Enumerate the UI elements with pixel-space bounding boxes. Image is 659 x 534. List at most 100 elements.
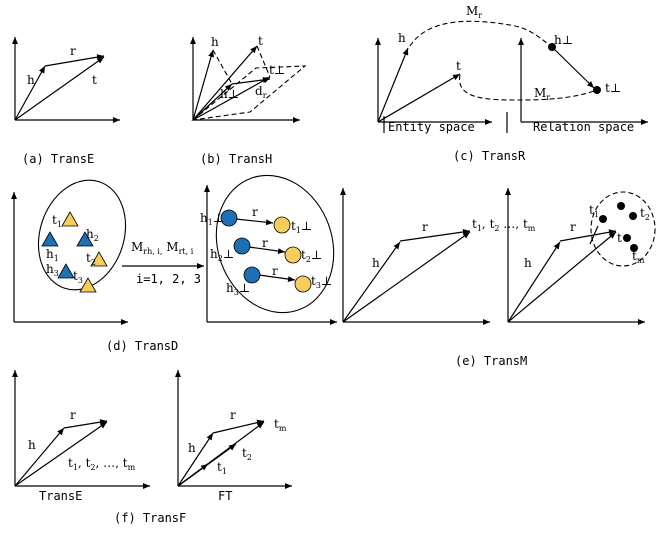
- label-h3-perp: h3⊥: [226, 281, 250, 297]
- vector-h-right: [177, 432, 214, 487]
- tail-point-2: [617, 202, 625, 210]
- label-h-left: h: [28, 438, 36, 452]
- label-h3: h3: [46, 262, 59, 278]
- label-h1: h1: [46, 247, 59, 263]
- label-h: h: [398, 31, 406, 45]
- title-transe: TransE: [39, 489, 82, 503]
- mapping-h: [409, 20, 553, 48]
- caption-f: (f) TransF: [114, 511, 186, 525]
- panel-b-transh: h t t⊥ h⊥ dr (b) TransH: [190, 34, 307, 166]
- vector-h: [14, 65, 46, 121]
- vector-h-left: [342, 241, 401, 323]
- vector-t-perp: [192, 76, 271, 121]
- projection-h: [212, 49, 233, 85]
- vector-t1: [177, 463, 209, 487]
- label-t3: t3: [73, 269, 83, 285]
- vector-t-left: [342, 231, 471, 323]
- vector-r-right: [212, 419, 265, 434]
- label-h: h: [27, 73, 35, 87]
- label-r-left: r: [422, 220, 428, 234]
- title-ft: FT: [218, 489, 232, 503]
- relation-tick: [589, 225, 599, 245]
- label-r-right: r: [230, 408, 236, 422]
- head-circle-2: [233, 237, 251, 255]
- vector-dr: [231, 76, 271, 85]
- tail-point-4: [623, 234, 631, 242]
- label-h-right: h: [188, 441, 196, 455]
- head-triangle-3: [57, 263, 75, 279]
- label-t3-perp: t3⊥: [311, 274, 332, 290]
- vector-h-left: [14, 427, 65, 487]
- vector-h: [377, 47, 409, 123]
- tail-circle-2: [284, 246, 302, 264]
- label-mr-top: Mr: [466, 4, 482, 20]
- vector-t-right: [507, 231, 617, 323]
- tail-point-3: [629, 212, 637, 220]
- label-mapping-matrices: Mrh, i, Mrt, i: [131, 240, 194, 256]
- entity-space-label: Entity space: [388, 120, 475, 134]
- label-h2-perp: h2⊥: [210, 247, 234, 263]
- label-t1-perp: t1⊥: [291, 219, 312, 235]
- vector-t: [192, 45, 258, 121]
- vector-h: [192, 49, 214, 121]
- tail-point-1: [599, 215, 607, 223]
- label-r-right: r: [570, 220, 576, 234]
- panel-a-transe: h r t (a) TransE: [12, 37, 120, 166]
- head-circle-1: [220, 209, 238, 227]
- vector-r2: [248, 246, 286, 255]
- label-h2: h2: [86, 227, 99, 243]
- head-triangle-1: [41, 231, 59, 247]
- label-t-perp: t⊥: [269, 63, 285, 77]
- vector-r: [44, 54, 105, 67]
- label-t-perp: t⊥: [605, 81, 621, 95]
- label-t: t: [456, 59, 461, 73]
- label-h: h: [211, 35, 219, 49]
- hyperplane: [191, 65, 307, 121]
- label-t1-dot: t1: [589, 203, 599, 219]
- entity-cluster-right: [215, 174, 335, 314]
- label-t2: t2: [242, 446, 252, 462]
- vector-t: [14, 56, 105, 121]
- vector-r-right: [559, 229, 617, 242]
- tail-cluster: [590, 191, 656, 267]
- label-r2: r: [262, 236, 268, 250]
- head-triangle-2: [76, 231, 94, 247]
- caption-e: (e) TransM: [455, 354, 527, 368]
- tail-triangle-1: [61, 211, 79, 227]
- label-t: t: [92, 73, 97, 87]
- panel-f-transf: h r t1, t2, …, tm TransE h r tm t2 t1 FT…: [12, 370, 292, 525]
- label-h-right: h: [524, 256, 532, 270]
- tail-triangle-2: [90, 251, 108, 267]
- label-t2-perp: t2⊥: [301, 248, 322, 264]
- label-t2: t2: [86, 251, 96, 267]
- label-t: t: [258, 34, 263, 48]
- point-h-perp: [548, 43, 556, 51]
- caption-c: (c) TransR: [453, 149, 526, 163]
- vector-r: [551, 46, 595, 89]
- label-r3: r: [272, 264, 278, 278]
- label-t1: t1: [52, 213, 62, 229]
- label-mr-bottom: Mr: [534, 86, 550, 102]
- label-h1-perp: h1⊥: [200, 211, 224, 227]
- caption-a: (a) TransE: [22, 152, 94, 166]
- label-r1: r: [252, 205, 258, 219]
- panel-c-transr: h t h⊥ t⊥ Mr Mr Entity space Relation sp…: [375, 4, 648, 163]
- entity-cluster-left: [37, 179, 127, 291]
- label-r: r: [70, 44, 76, 58]
- vector-r-left: [399, 229, 471, 242]
- label-tc: t: [617, 231, 622, 245]
- caption-d: (d) TransD: [106, 339, 178, 353]
- label-tm-list: t1, t2 …, tm: [472, 217, 536, 233]
- label-i-range: i=1, 2, 3: [136, 272, 201, 286]
- vector-r3: [258, 274, 296, 283]
- tail-circle-3: [294, 275, 312, 293]
- label-t1: t1: [217, 460, 227, 476]
- relation-space-label: Relation space: [533, 120, 634, 134]
- tail-circle-1: [273, 216, 291, 234]
- projection-t: [256, 45, 271, 78]
- tail-point-m: [630, 244, 638, 252]
- point-t-perp: [593, 86, 601, 94]
- tail-triangle-3: [79, 277, 97, 293]
- vector-h-perp: [192, 83, 233, 121]
